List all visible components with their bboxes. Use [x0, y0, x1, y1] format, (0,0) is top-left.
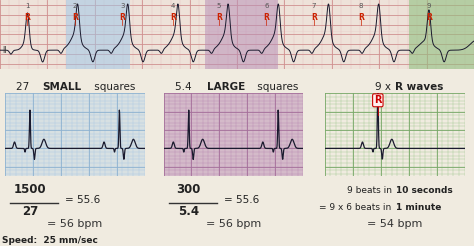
Text: squares: squares [255, 82, 299, 92]
Text: 9 x: 9 x [375, 82, 394, 92]
Text: R: R [25, 13, 30, 22]
Text: R: R [119, 13, 125, 22]
Text: 27: 27 [22, 205, 38, 218]
Text: R waves: R waves [394, 82, 443, 92]
Bar [66, 0, 130, 72]
Text: 5.4: 5.4 [178, 205, 199, 218]
Text: II: II [2, 46, 6, 55]
Text: 7: 7 [311, 3, 316, 9]
Text: 27: 27 [16, 82, 32, 92]
Bar [409, 0, 474, 72]
Text: 1500: 1500 [14, 183, 46, 196]
Text: 1: 1 [25, 3, 30, 9]
Text: Speed:  25 mm/sec: Speed: 25 mm/sec [2, 236, 98, 245]
Text: LARGE: LARGE [207, 82, 245, 92]
Text: 2: 2 [73, 3, 77, 9]
Text: 6: 6 [264, 3, 269, 9]
Text: = 54 bpm: = 54 bpm [367, 219, 422, 229]
Text: R: R [216, 13, 222, 22]
Text: 5.4: 5.4 [175, 82, 195, 92]
Text: = 56 bpm: = 56 bpm [206, 219, 261, 229]
Text: 300: 300 [176, 183, 201, 196]
Text: SMALL: SMALL [42, 82, 81, 92]
Text: 9: 9 [427, 3, 431, 9]
Text: R: R [72, 13, 78, 22]
Text: 9 beats in: 9 beats in [346, 186, 394, 195]
Text: = 55.6: = 55.6 [224, 195, 259, 205]
Text: = 9 x 6 beats in: = 9 x 6 beats in [319, 203, 394, 212]
Text: 3: 3 [120, 3, 125, 9]
Text: 5: 5 [217, 3, 221, 9]
Text: 1 minute: 1 minute [396, 203, 441, 212]
Text: 4: 4 [171, 3, 175, 9]
Text: R: R [426, 13, 432, 22]
Text: = 56 bpm: = 56 bpm [47, 219, 102, 229]
Text: = 55.6: = 55.6 [65, 195, 100, 205]
Text: R: R [311, 13, 317, 22]
Text: R: R [374, 95, 382, 105]
Text: squares: squares [91, 82, 136, 92]
Bar [205, 0, 278, 72]
Text: R: R [264, 13, 269, 22]
Text: 10 seconds: 10 seconds [396, 186, 453, 195]
Text: 8: 8 [359, 3, 364, 9]
Text: R: R [358, 13, 364, 22]
Text: R: R [170, 13, 176, 22]
